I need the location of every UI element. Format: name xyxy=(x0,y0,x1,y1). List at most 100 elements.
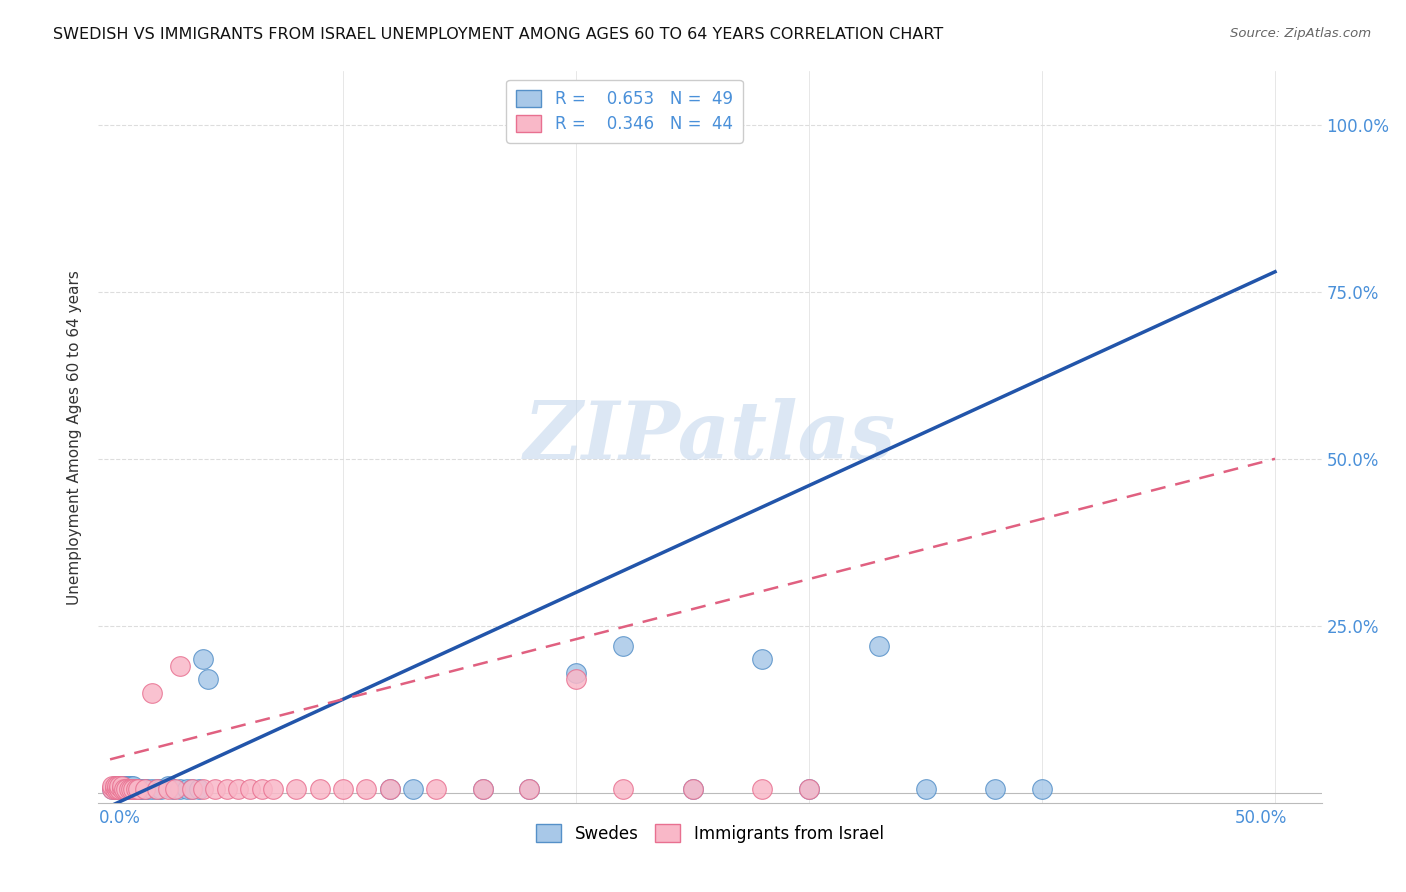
Point xyxy=(104,779,127,793)
Point xyxy=(145,782,167,797)
Point xyxy=(134,782,156,797)
Point xyxy=(519,782,541,797)
Point xyxy=(239,782,262,797)
Point xyxy=(565,672,588,686)
Text: SWEDISH VS IMMIGRANTS FROM ISRAEL UNEMPLOYMENT AMONG AGES 60 TO 64 YEARS CORRELA: SWEDISH VS IMMIGRANTS FROM ISRAEL UNEMPL… xyxy=(53,27,943,42)
Point xyxy=(868,639,890,653)
Point xyxy=(112,779,135,793)
Point xyxy=(111,779,134,793)
Point xyxy=(356,782,378,797)
Point xyxy=(145,782,167,797)
Point xyxy=(157,782,180,797)
Point xyxy=(193,652,215,666)
Point xyxy=(262,782,284,797)
Point xyxy=(122,782,145,797)
Point xyxy=(471,782,494,797)
Point xyxy=(101,782,124,797)
Point xyxy=(519,782,541,797)
Point xyxy=(682,782,704,797)
Point xyxy=(118,782,141,797)
Point xyxy=(104,779,127,793)
Point xyxy=(141,782,163,797)
Point xyxy=(115,782,138,797)
Legend: Swedes, Immigrants from Israel: Swedes, Immigrants from Israel xyxy=(530,818,890,849)
Point xyxy=(108,779,131,793)
Point xyxy=(105,782,128,797)
Point xyxy=(797,782,820,797)
Point xyxy=(141,685,163,699)
Point xyxy=(101,782,124,797)
Text: Source: ZipAtlas.com: Source: ZipAtlas.com xyxy=(1230,27,1371,40)
Point xyxy=(115,782,138,797)
Point xyxy=(250,782,273,797)
Point xyxy=(108,782,131,797)
Point xyxy=(111,782,134,797)
Point xyxy=(169,782,191,797)
Point xyxy=(215,782,238,797)
Point xyxy=(984,782,1007,797)
Point xyxy=(612,639,634,653)
Y-axis label: Unemployment Among Ages 60 to 64 years: Unemployment Among Ages 60 to 64 years xyxy=(66,269,82,605)
Point xyxy=(193,782,215,797)
Point xyxy=(797,782,820,797)
Point xyxy=(111,779,134,793)
Point xyxy=(129,782,152,797)
Point xyxy=(565,665,588,680)
Point xyxy=(378,782,401,797)
Text: ZIPatlas: ZIPatlas xyxy=(524,399,896,475)
Point xyxy=(118,782,141,797)
Point xyxy=(112,782,135,797)
Point xyxy=(127,782,149,797)
Text: 50.0%: 50.0% xyxy=(1234,809,1286,828)
Point xyxy=(131,782,153,797)
Point xyxy=(1031,782,1053,797)
Point xyxy=(187,782,209,797)
Point xyxy=(134,782,156,797)
Point xyxy=(122,782,145,797)
Point xyxy=(150,782,173,797)
Point xyxy=(118,779,141,793)
Point xyxy=(751,782,773,797)
Point xyxy=(104,782,127,797)
Point xyxy=(308,782,330,797)
Point xyxy=(120,779,142,793)
Point xyxy=(162,782,184,797)
Point xyxy=(425,782,447,797)
Point xyxy=(682,782,704,797)
Point xyxy=(127,782,149,797)
Point xyxy=(120,782,142,797)
Point xyxy=(120,782,142,797)
Point xyxy=(105,779,128,793)
Point xyxy=(136,782,159,797)
Point xyxy=(108,782,131,797)
Point xyxy=(111,782,134,797)
Point xyxy=(157,779,180,793)
Point xyxy=(332,782,354,797)
Point xyxy=(176,782,198,797)
Point xyxy=(101,779,124,793)
Point xyxy=(471,782,494,797)
Point xyxy=(105,779,128,793)
Point xyxy=(204,782,226,797)
Point xyxy=(612,782,634,797)
Point xyxy=(197,672,219,686)
Point xyxy=(104,782,127,797)
Point xyxy=(115,779,138,793)
Point xyxy=(402,782,425,797)
Point xyxy=(169,658,191,673)
Text: 0.0%: 0.0% xyxy=(98,809,141,828)
Point xyxy=(751,652,773,666)
Point xyxy=(226,782,249,797)
Point xyxy=(180,782,202,797)
Point xyxy=(108,779,131,793)
Point xyxy=(125,782,148,797)
Point xyxy=(914,782,936,797)
Point xyxy=(165,782,187,797)
Point xyxy=(378,782,401,797)
Point xyxy=(105,782,128,797)
Point xyxy=(180,782,202,797)
Point xyxy=(112,782,135,797)
Point xyxy=(285,782,308,797)
Point xyxy=(122,779,145,793)
Point xyxy=(125,782,148,797)
